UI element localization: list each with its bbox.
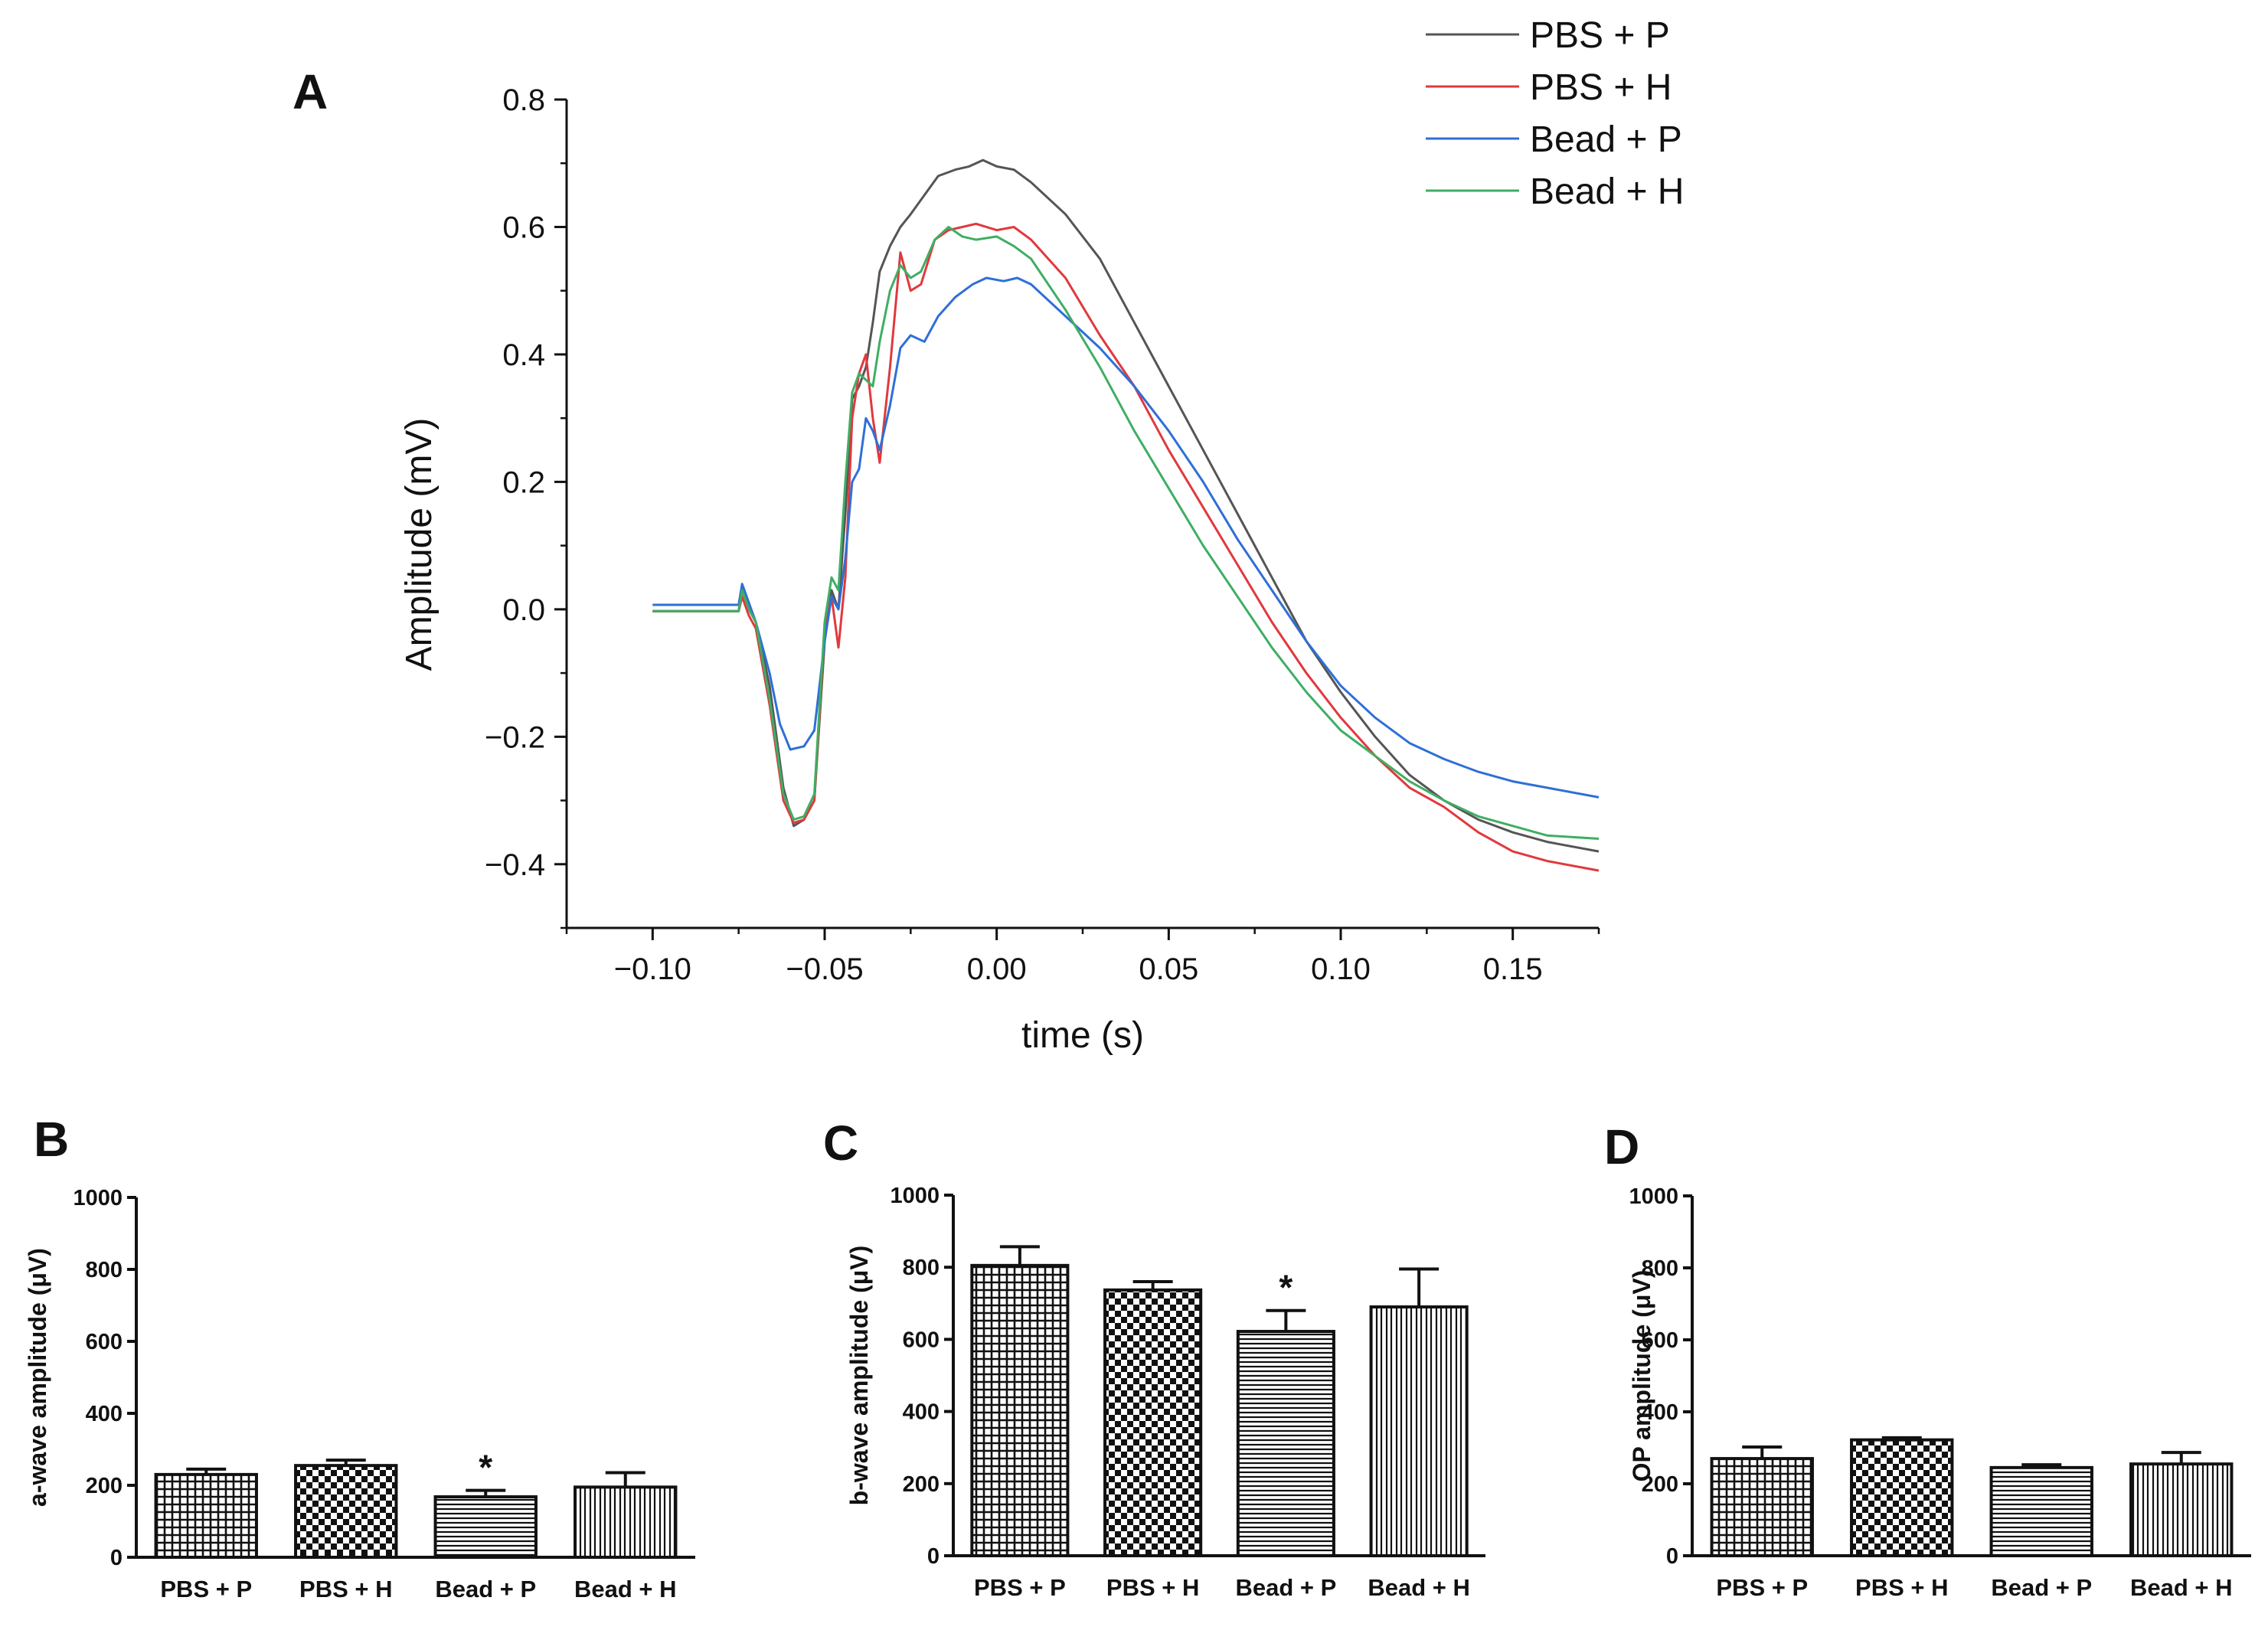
x-axis-title: time (s) [1021,1015,1144,1056]
panel-b-bar-chart: B 0 200 400 600 800 1000 a-wave amplitude (μV) P… [24,1112,695,1602]
y-axis-title: a-wave amplitude (μV) [24,1248,51,1507]
y-tick-label: 1000 [890,1184,940,1208]
y-axis-title: b-wave amplitude (μV) [845,1246,873,1506]
bar [1989,1465,2093,1557]
category-label: PBS + H [299,1576,392,1602]
x-tick-label: 0.00 [967,952,1027,986]
series-line-pbs-p [652,158,1600,853]
y-tick-label: 200 [1642,1472,1678,1497]
legend-label: PBS + P [1530,15,1670,56]
y-tick-label: 0 [927,1544,940,1569]
bar [574,1485,678,1559]
y-tick-label: 0 [1666,1544,1678,1569]
bar [1710,1457,1814,1557]
bar [2129,1462,2234,1558]
y-tick-label: 0.8 [502,83,545,117]
panel-letter-b: B [34,1112,69,1167]
x-tick-label: −0.05 [786,952,863,986]
x-tick-label: 0.10 [1311,952,1371,986]
panel-a-line-chart: A −0.4 −0.2 0.0 0.2 0.4 0.6 0.8 −0.10 −0.05 0.00 0.… [292,15,1684,1056]
y-tick-label: 0.0 [502,593,545,627]
bar [1369,1305,1469,1557]
bar [1850,1438,1954,1558]
panel-letter-a: A [292,64,328,119]
panel-letter-d: D [1604,1119,1639,1174]
category-label: Bead + P [435,1576,536,1602]
x-tick-label: −0.10 [614,952,691,986]
panel-d-bar-chart: D 0 200 400 600 800 1000 OP amplitude (μV) PBS +… [1604,1119,2251,1601]
bar [294,1464,398,1560]
series-line-bead-p [652,276,1600,799]
series-line-pbs-h [652,222,1600,872]
y-tick-label: 200 [86,1474,123,1498]
panel-c-bar-chart: C 0 200 400 600 800 1000 b-wave amplitude (μV) P… [823,1116,1485,1601]
bar [1236,1330,1335,1557]
legend-label: Bead + H [1530,171,1684,212]
category-label: Bead + H [574,1576,677,1602]
y-tick-label: 400 [903,1400,940,1425]
y-tick-label: 1000 [73,1186,123,1210]
y-tick-label: 600 [903,1328,940,1352]
y-tick-label: 400 [86,1402,123,1426]
category-label: Bead + P [1235,1574,1336,1601]
y-tick-label: 800 [1642,1256,1678,1281]
series-line-bead-h [652,226,1600,840]
y-tick-label: 0.4 [502,338,545,372]
y-tick-label: 600 [86,1330,123,1354]
y-tick-label: 200 [903,1472,940,1497]
category-label: PBS + H [1855,1574,1948,1601]
y-tick-label: 800 [903,1256,940,1280]
bar [433,1495,538,1560]
x-tick-label: 0.05 [1139,952,1198,986]
significance-marker: * [479,1448,492,1488]
category-label: PBS + P [1716,1574,1808,1601]
significance-marker: * [1279,1268,1292,1308]
y-axis-title: OP amplitude (μV) [1628,1270,1655,1482]
y-tick-label: −0.2 [485,720,545,754]
y-tick-label: −0.4 [485,848,545,882]
bar [154,1472,258,1560]
y-tick-label: 1000 [1629,1184,1678,1209]
category-label: Bead + H [1368,1574,1470,1601]
category-label: PBS + H [1106,1574,1199,1601]
y-tick-label: 0.6 [502,211,545,244]
legend-label: Bead + P [1530,119,1682,160]
y-tick-label: 0.2 [502,465,545,499]
bar [970,1263,1070,1557]
category-label: Bead + P [1991,1574,2092,1601]
bar [1103,1288,1203,1558]
x-tick-label: 0.15 [1483,952,1543,986]
y-tick-label: 600 [1642,1328,1678,1353]
panel-letter-c: C [823,1116,858,1171]
category-label: Bead + H [2130,1574,2233,1601]
y-tick-label: 0 [110,1546,123,1570]
y-tick-label: 800 [86,1258,123,1282]
y-axis-title: Amplitude (mV) [399,418,440,671]
legend-label: PBS + H [1530,67,1672,108]
category-label: PBS + P [160,1576,252,1602]
category-label: PBS + P [974,1574,1066,1601]
y-tick-label: 400 [1642,1400,1678,1425]
